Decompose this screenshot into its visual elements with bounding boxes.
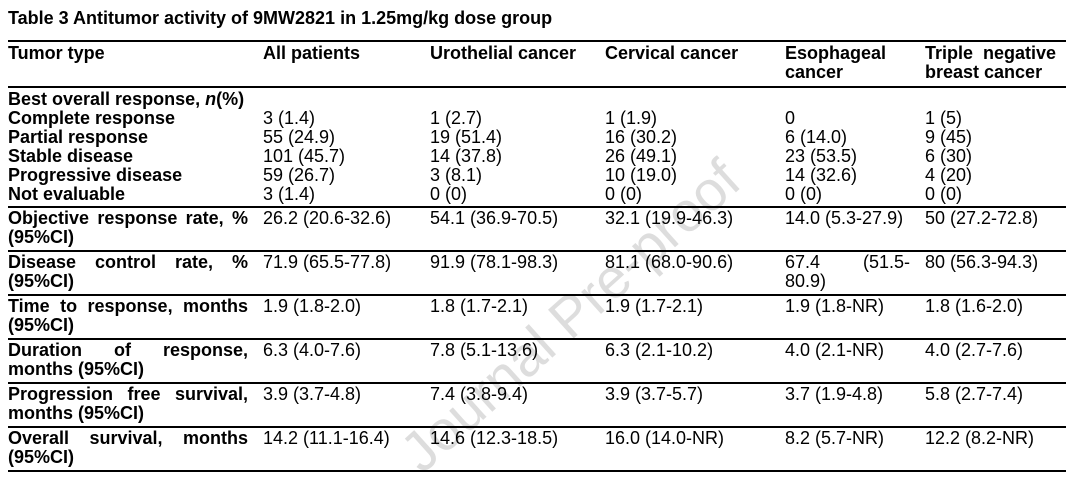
table-cell: 7.8 (5.1-13.6) bbox=[430, 339, 605, 384]
table-cell: 7.4 (3.8-9.4) bbox=[430, 383, 605, 428]
section-header-row-best-overall-response: Best overall response, n(%) bbox=[8, 87, 1066, 109]
table-row-stable-disease: Stable disease 101 (45.7) 14 (37.8) 26 (… bbox=[8, 147, 1066, 166]
table-cell: 3 (1.4) bbox=[263, 185, 430, 208]
table-cell: 8.2 (5.7-NR) bbox=[785, 427, 925, 472]
antitumor-activity-table: Tumor type All patients Urothelial cance… bbox=[8, 40, 1066, 472]
row-label: Disease control rate, % (95%CI) bbox=[8, 251, 263, 296]
section-label-n-italic: n bbox=[205, 89, 217, 109]
column-header-esophageal-cancer: Esophageal cancer bbox=[785, 41, 925, 88]
column-header-tnbc: Triple negative breast cancer bbox=[925, 41, 1066, 88]
table-cell: 1 (5) bbox=[925, 108, 963, 128]
table-cell: 1 (2.7) bbox=[430, 108, 483, 128]
row-label: Objective response rate, % (95%CI) bbox=[8, 207, 263, 252]
header-row: Tumor type All patients Urothelial cance… bbox=[8, 41, 1066, 88]
table-cell: 5.8 (2.7-7.4) bbox=[925, 383, 1066, 428]
table-cell: 1.9 (1.7-2.1) bbox=[605, 295, 785, 340]
table-cell: 1.8 (1.7-2.1) bbox=[430, 295, 605, 340]
table-cell: 0 (0) bbox=[785, 185, 925, 208]
table-row-partial-response: Partial response 55 (24.9) 19 (51.4) 16 … bbox=[8, 128, 1066, 147]
table-cell: 59 (26.7) bbox=[263, 165, 336, 185]
table-cell: 6.3 (4.0-7.6) bbox=[263, 339, 430, 384]
table-cell: 16 (30.2) bbox=[605, 127, 678, 147]
table-cell: 3 (8.1) bbox=[430, 165, 483, 185]
table-row-objective-response-rate: Objective response rate, % (95%CI) 26.2 … bbox=[8, 207, 1066, 252]
row-label: Progression free survival, months (95%CI… bbox=[8, 383, 263, 428]
table-cell: 1.9 (1.8-2.0) bbox=[263, 295, 430, 340]
table-cell: 54.1 (36.9-70.5) bbox=[430, 207, 605, 252]
table-cell: 4.0 (2.7-7.6) bbox=[925, 339, 1066, 384]
table-row-overall-survival: Overall survival, months (95%CI) 14.2 (1… bbox=[8, 427, 1066, 472]
table-cell: 14 (32.6) bbox=[785, 165, 858, 185]
column-header-all-patients: All patients bbox=[263, 41, 430, 88]
table-cell: 3.9 (3.7-4.8) bbox=[263, 383, 430, 428]
table-cell: 9 (45) bbox=[925, 127, 973, 147]
table-cell: 14.6 (12.3-18.5) bbox=[430, 427, 605, 472]
table-row-time-to-response: Time to response, months (95%CI) 1.9 (1.… bbox=[8, 295, 1066, 340]
row-label: Stable disease bbox=[8, 146, 134, 166]
table-cell: 4 (20) bbox=[925, 165, 973, 185]
table-row-progressive-disease: Progressive disease 59 (26.7) 3 (8.1) 10… bbox=[8, 166, 1066, 185]
table-row-disease-control-rate: Disease control rate, % (95%CI) 71.9 (65… bbox=[8, 251, 1066, 296]
table-cell: 32.1 (19.9-46.3) bbox=[605, 207, 785, 252]
column-header-urothelial-cancer: Urothelial cancer bbox=[430, 41, 605, 88]
table-cell: 0 (0) bbox=[430, 185, 605, 208]
table-cell: 4.0 (2.1-NR) bbox=[785, 339, 925, 384]
table-cell: 101 (45.7) bbox=[263, 146, 346, 166]
table-row-not-evaluable: Not evaluable 3 (1.4) 0 (0) 0 (0) 0 (0) … bbox=[8, 185, 1066, 208]
table-row-duration-of-response: Duration of response, months (95%CI) 6.3… bbox=[8, 339, 1066, 384]
table-cell: 14.2 (11.1-16.4) bbox=[263, 427, 430, 472]
column-header-cervical-cancer: Cervical cancer bbox=[605, 41, 785, 88]
row-label: Partial response bbox=[8, 127, 149, 147]
table-cell: 1.8 (1.6-2.0) bbox=[925, 295, 1066, 340]
row-label: Complete response bbox=[8, 108, 176, 128]
table-cell: 71.9 (65.5-77.8) bbox=[263, 251, 430, 296]
table-cell: 50 (27.2-72.8) bbox=[925, 207, 1066, 252]
section-label-suffix: (%) bbox=[216, 89, 245, 109]
table-cell: 19 (51.4) bbox=[430, 127, 503, 147]
row-label: Duration of response, months (95%CI) bbox=[8, 339, 263, 384]
table-cell: 3.9 (3.7-5.7) bbox=[605, 383, 785, 428]
table-cell: 12.2 (8.2-NR) bbox=[925, 427, 1066, 472]
section-label-prefix: Best overall response, bbox=[8, 89, 206, 109]
table-cell: 0 (0) bbox=[925, 185, 1066, 208]
table-cell: 1.9 (1.8-NR) bbox=[785, 295, 925, 340]
table-cell: 91.9 (78.1-98.3) bbox=[430, 251, 605, 296]
column-header-tumor-type: Tumor type bbox=[8, 41, 263, 88]
table-cell: 6 (30) bbox=[925, 146, 973, 166]
table-cell: 1 (1.9) bbox=[605, 108, 658, 128]
table-cell: 6 (14.0) bbox=[785, 127, 848, 147]
row-label: Best overall response, n(%) bbox=[8, 87, 263, 109]
table-cell: 26.2 (20.6-32.6) bbox=[263, 207, 430, 252]
row-label: Time to response, months (95%CI) bbox=[8, 295, 263, 340]
table-cell: 23 (53.5) bbox=[785, 146, 858, 166]
table-cell: 55 (24.9) bbox=[263, 127, 336, 147]
table-cell: 3.7 (1.9-4.8) bbox=[785, 383, 925, 428]
row-label: Not evaluable bbox=[8, 185, 263, 208]
table-cell: 80 (56.3-94.3) bbox=[925, 251, 1066, 296]
row-label: Progressive disease bbox=[8, 165, 183, 185]
table-cell: 0 (0) bbox=[605, 185, 785, 208]
row-label: Overall survival, months (95%CI) bbox=[8, 427, 263, 472]
table-cell: 6.3 (2.1-10.2) bbox=[605, 339, 785, 384]
table-cell: 67.4 (51.5-80.9) bbox=[785, 251, 925, 296]
table-title: Table 3 Antitumor activity of 9MW2821 in… bbox=[8, 8, 553, 28]
table-cell: 0 bbox=[785, 108, 796, 128]
table-row-complete-response: Complete response 3 (1.4) 1 (2.7) 1 (1.9… bbox=[8, 109, 1066, 128]
table-row-progression-free-survival: Progression free survival, months (95%CI… bbox=[8, 383, 1066, 428]
table-cell: 14 (37.8) bbox=[430, 146, 503, 166]
table-cell: 10 (19.0) bbox=[605, 165, 678, 185]
table-cell: 14.0 (5.3-27.9) bbox=[785, 207, 925, 252]
table-cell: 26 (49.1) bbox=[605, 146, 678, 166]
table-cell: 81.1 (68.0-90.6) bbox=[605, 251, 785, 296]
table-cell: 3 (1.4) bbox=[263, 108, 316, 128]
table-cell: 16.0 (14.0-NR) bbox=[605, 427, 785, 472]
